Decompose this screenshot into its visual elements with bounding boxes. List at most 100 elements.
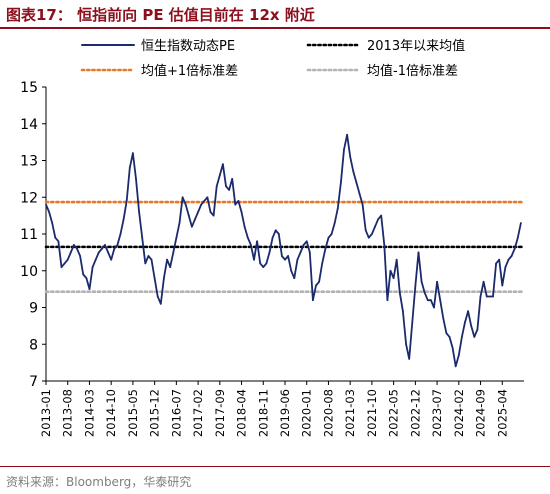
pe-data-point xyxy=(417,251,420,254)
pe-data-point xyxy=(253,258,255,261)
pe-data-point xyxy=(454,365,457,368)
pe-data-point xyxy=(398,291,401,294)
pe-data-point xyxy=(308,251,311,254)
pe-data-point xyxy=(445,332,448,335)
pe-data-point xyxy=(414,284,417,287)
pe-data-point xyxy=(495,262,497,265)
y-tick-label: 14 xyxy=(20,117,38,133)
pe-data-point xyxy=(212,214,215,217)
pe-data-point xyxy=(101,247,103,250)
pe-data-point xyxy=(461,336,463,338)
x-tick-label: 2015-05 xyxy=(126,389,140,437)
pe-data-point xyxy=(265,262,268,265)
pe-data-point xyxy=(240,211,243,213)
pe-data-point xyxy=(510,255,513,257)
pe-data-point xyxy=(187,214,190,217)
legend-label: 均值+1倍标准差 xyxy=(141,63,238,79)
pe-data-point xyxy=(147,255,150,257)
pe-data-point xyxy=(439,299,442,302)
pe-data-point xyxy=(392,277,395,279)
pe-data-point xyxy=(442,317,445,320)
pe-data-point xyxy=(464,321,466,324)
pe-data-point xyxy=(181,196,184,199)
pe-data-point xyxy=(222,163,224,166)
pe-data-point xyxy=(246,236,249,239)
pe-data-point xyxy=(423,291,426,294)
pe-data-point xyxy=(383,244,386,246)
pe-data-point xyxy=(113,247,116,250)
pe-data-point xyxy=(73,244,75,246)
pe-data-point xyxy=(243,225,246,228)
pe-data-point xyxy=(299,251,302,254)
pe-data-point xyxy=(312,299,314,302)
pe-data-point xyxy=(156,295,159,298)
pe-data-point xyxy=(402,310,404,313)
pe-data-point xyxy=(54,236,57,239)
pe-data-point xyxy=(60,266,63,268)
pe-data-point xyxy=(172,251,175,254)
pe-data-point xyxy=(333,222,336,224)
pe-data-point xyxy=(48,211,50,213)
x-tick-label: 2014-10 xyxy=(104,389,118,437)
x-tick-label: 2022-12 xyxy=(408,389,422,437)
x-tick-label: 2020-08 xyxy=(321,389,335,437)
pe-data-point xyxy=(330,233,333,235)
x-tick-label: 2013-08 xyxy=(61,389,75,437)
pe-data-point xyxy=(132,152,134,155)
pe-data-point xyxy=(364,229,367,232)
pe-data-point xyxy=(473,336,476,338)
x-tick-label: 2021-10 xyxy=(365,389,379,437)
x-tick-label: 2024-02 xyxy=(452,389,466,437)
pe-data-point xyxy=(141,236,144,239)
pe-data-point xyxy=(448,336,451,338)
pe-data-point xyxy=(45,203,47,206)
pe-data-point xyxy=(467,310,469,313)
pe-data-point xyxy=(302,244,305,246)
pe-series-line xyxy=(45,133,522,368)
y-axis: 7 8 9 10 11 12 13 14 15 xyxy=(20,80,47,390)
legend-label: 均值-1倍标准差 xyxy=(367,63,458,79)
pe-data-point xyxy=(281,255,283,257)
pe-data-point xyxy=(277,233,280,235)
source-divider xyxy=(0,466,550,467)
pe-data-point xyxy=(175,236,178,239)
x-tick-label: 2023-07 xyxy=(430,389,444,437)
pe-data-point xyxy=(144,262,147,265)
pe-data-point xyxy=(225,185,227,188)
pe-data-point xyxy=(504,266,507,268)
pe-data-point xyxy=(150,258,153,261)
pe-data-point xyxy=(395,258,398,261)
pe-data-point xyxy=(82,273,85,276)
pe-data-point xyxy=(169,266,172,268)
pe-data-point xyxy=(231,178,234,180)
pe-data-point xyxy=(274,229,277,232)
pe-data-point xyxy=(256,240,258,243)
pe-data-point xyxy=(436,280,438,283)
pe-data-point xyxy=(69,251,72,254)
x-tick-label: 2017-09 xyxy=(213,389,227,437)
pe-data-point xyxy=(321,262,324,265)
pe-data-point xyxy=(284,258,286,261)
pe-data-point xyxy=(104,244,106,246)
pe-data-point xyxy=(305,240,308,243)
pe-data-point xyxy=(125,200,128,202)
reference-lines xyxy=(44,200,526,293)
y-tick-label: 10 xyxy=(20,264,38,280)
pe-data-point xyxy=(482,280,485,283)
pe-data-point xyxy=(405,343,407,346)
pe-data-point xyxy=(479,295,482,298)
x-tick-label: 2024-09 xyxy=(474,389,488,437)
pe-data-point xyxy=(259,262,262,265)
x-tick-label: 2025-04 xyxy=(495,389,509,437)
pe-data-point xyxy=(336,207,339,210)
pe-data-point xyxy=(268,251,271,254)
x-axis: 2013-01 2013-08 2014-03 2014-10 2015-05 2015-… xyxy=(39,380,524,437)
x-tick-label: 2014-03 xyxy=(82,389,96,437)
pe-data-point xyxy=(315,284,317,287)
pe-data-point xyxy=(85,277,88,279)
pe-data-point xyxy=(433,306,435,309)
pe-data-point xyxy=(470,325,473,327)
y-tick-label: 12 xyxy=(20,190,38,206)
x-tick-label: 2018-11 xyxy=(256,389,270,437)
